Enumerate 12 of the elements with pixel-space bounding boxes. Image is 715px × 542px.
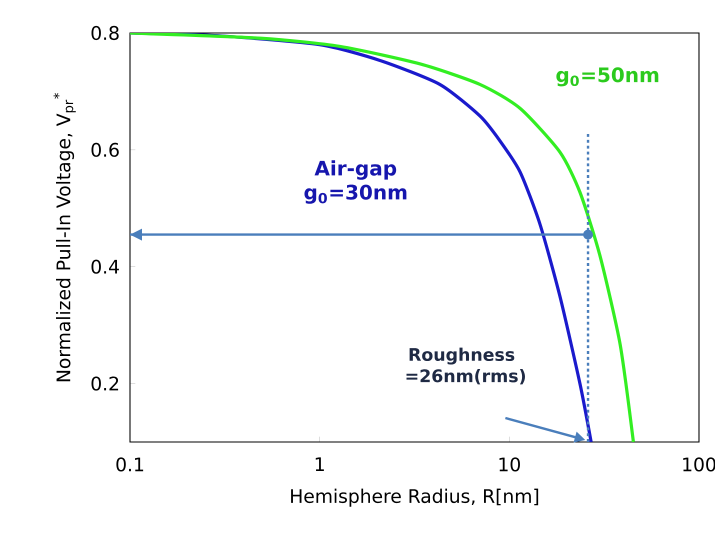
x-tick-label: 0.1 — [116, 457, 144, 472]
y-tick-label: 0.2 — [92, 376, 118, 391]
x-tick-label: 1 — [316, 457, 324, 471]
annotation: Roughness =26nm(rms) — [406, 348, 525, 384]
y-axis-title: Normalized Pull-In Voltage, V$_{pr}$* — [54, 92, 76, 382]
x-axis-title: Hemisphere Radius, R[nm] — [291, 488, 538, 507]
text: Air-gap g$_{0}$=30nm — [304, 160, 406, 204]
y-tick-label: 0.6 — [92, 142, 119, 157]
y-tick-label: 0.8 — [92, 26, 119, 40]
y-tick-label: 0.4 — [92, 260, 119, 274]
text: g$_{0}$=50nm — [556, 67, 658, 86]
x-tick-label: 10 — [500, 457, 520, 472]
